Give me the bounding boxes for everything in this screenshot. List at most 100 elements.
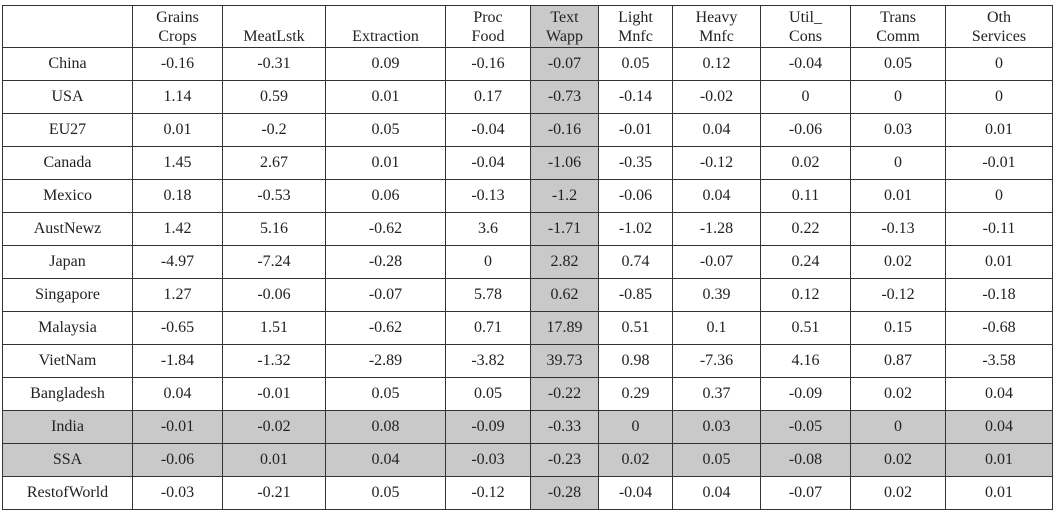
header-row: Grains Crops MeatLstk Extraction Proc Food T…: [2, 5, 1053, 48]
table-row: Singapore 1.27 -0.06 -0.07 5.78 0.62 -0.85 0.39…: [2, 278, 1053, 312]
table-row: USA 1.14 0.59 0.01 0.17 -0.73 -0.14 -0.02 0 0 0: [2, 80, 1053, 114]
value-cell: 0.05: [325, 377, 446, 411]
table-body: China -0.16 -0.31 0.09 -0.16 -0.07 0.05 0.12 -0.…: [2, 47, 1053, 510]
value-cell: -0.28: [530, 476, 599, 510]
value-cell: -0.06: [222, 278, 326, 312]
value-cell: 0.05: [325, 476, 446, 510]
value-cell: 0.24: [760, 245, 851, 279]
column-header: MeatLstk: [222, 5, 326, 48]
value-cell: 5.78: [445, 278, 531, 312]
value-cell: 0.01: [325, 146, 446, 180]
value-cell: -0.16: [530, 113, 599, 147]
value-cell: -0.07: [672, 245, 761, 279]
value-cell: 1.14: [132, 80, 223, 114]
row-label: Singapore: [2, 278, 133, 312]
value-cell: 0.01: [945, 113, 1053, 147]
value-cell: 0.71: [445, 311, 531, 345]
table-row: Bangladesh 0.04 -0.01 0.05 0.05 -0.22 0.29 0.37…: [2, 377, 1053, 411]
value-cell: 0.02: [850, 476, 946, 510]
value-cell: -0.85: [598, 278, 673, 312]
value-cell: -0.08: [760, 443, 851, 477]
value-cell: -0.68: [945, 311, 1053, 345]
value-cell: 0.1: [672, 311, 761, 345]
value-cell: 0: [945, 47, 1053, 81]
row-label: Bangladesh: [2, 377, 133, 411]
value-cell: 0.37: [672, 377, 761, 411]
table-row: India -0.01 -0.02 0.08 -0.09 -0.33 0 0.03 -0.05 0…: [2, 410, 1053, 444]
value-cell: -0.62: [325, 311, 446, 345]
row-label: China: [2, 47, 133, 81]
value-cell: -0.01: [598, 113, 673, 147]
value-cell: 0.01: [945, 476, 1053, 510]
row-label: USA: [2, 80, 133, 114]
value-cell: 0.01: [132, 113, 223, 147]
value-cell: 4.16: [760, 344, 851, 378]
value-cell: 0: [945, 179, 1053, 213]
value-cell: 1.42: [132, 212, 223, 246]
column-header: Text Wapp: [530, 5, 599, 48]
table-row: Japan -4.97 -7.24 -0.28 0 2.82 0.74 -0.07 0.24 0.…: [2, 245, 1053, 279]
value-cell: 0.08: [325, 410, 446, 444]
value-cell: 0: [945, 80, 1053, 114]
column-header: Grains Crops: [132, 5, 223, 48]
value-cell: -0.13: [445, 179, 531, 213]
value-cell: -4.97: [132, 245, 223, 279]
value-cell: -3.58: [945, 344, 1053, 378]
value-cell: -7.24: [222, 245, 326, 279]
value-cell: 0.04: [945, 377, 1053, 411]
value-cell: 0.02: [850, 443, 946, 477]
value-cell: -0.23: [530, 443, 599, 477]
value-cell: 0.29: [598, 377, 673, 411]
value-cell: -3.82: [445, 344, 531, 378]
value-cell: -0.04: [445, 146, 531, 180]
row-label: EU27: [2, 113, 133, 147]
value-cell: 39.73: [530, 344, 599, 378]
value-cell: 1.27: [132, 278, 223, 312]
table-row: Canada 1.45 2.67 0.01 -0.04 -1.06 -0.35 -0.12 0.…: [2, 146, 1053, 180]
value-cell: 5.16: [222, 212, 326, 246]
value-cell: 17.89: [530, 311, 599, 345]
value-cell: 0.05: [598, 47, 673, 81]
value-cell: -1.32: [222, 344, 326, 378]
value-cell: 0.02: [850, 377, 946, 411]
row-label: Japan: [2, 245, 133, 279]
row-label: VietNam: [2, 344, 133, 378]
row-label: Mexico: [2, 179, 133, 213]
value-cell: 0: [850, 146, 946, 180]
value-cell: 0: [445, 245, 531, 279]
value-cell: 0: [598, 410, 673, 444]
value-cell: 0.04: [672, 476, 761, 510]
table-container: Grains Crops MeatLstk Extraction Proc Food T…: [2, 5, 1053, 510]
value-cell: -0.01: [132, 410, 223, 444]
value-cell: -0.02: [222, 410, 326, 444]
value-cell: 0.01: [945, 245, 1053, 279]
value-cell: -7.36: [672, 344, 761, 378]
value-cell: -2.89: [325, 344, 446, 378]
value-cell: -1.2: [530, 179, 599, 213]
column-header: Light Mnfc: [598, 5, 673, 48]
value-cell: -0.06: [132, 443, 223, 477]
value-cell: -0.12: [850, 278, 946, 312]
value-cell: -0.04: [445, 113, 531, 147]
value-cell: -1.06: [530, 146, 599, 180]
value-cell: 0.62: [530, 278, 599, 312]
value-cell: 0.04: [945, 410, 1053, 444]
value-cell: -0.02: [672, 80, 761, 114]
value-cell: -0.31: [222, 47, 326, 81]
value-cell: 0.12: [760, 278, 851, 312]
value-cell: 1.51: [222, 311, 326, 345]
table-row: SSA -0.06 0.01 0.04 -0.03 -0.23 0.02 0.05 -0.08 0…: [2, 443, 1053, 477]
value-cell: -0.04: [760, 47, 851, 81]
value-cell: -1.02: [598, 212, 673, 246]
value-cell: -0.11: [945, 212, 1053, 246]
value-cell: 0.05: [445, 377, 531, 411]
table-row: AustNewz 1.42 5.16 -0.62 3.6 -1.71 -1.02 -1.28 0…: [2, 212, 1053, 246]
value-cell: 0.05: [325, 113, 446, 147]
value-cell: -1.71: [530, 212, 599, 246]
table-row: China -0.16 -0.31 0.09 -0.16 -0.07 0.05 0.12 -0.…: [2, 47, 1053, 81]
data-table: Grains Crops MeatLstk Extraction Proc Food T…: [2, 5, 1053, 510]
row-label: Malaysia: [2, 311, 133, 345]
value-cell: 0.06: [325, 179, 446, 213]
value-cell: 0.74: [598, 245, 673, 279]
value-cell: -0.07: [760, 476, 851, 510]
